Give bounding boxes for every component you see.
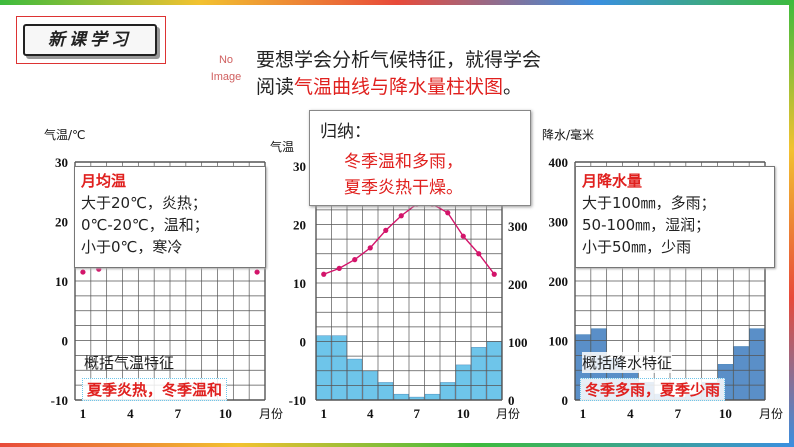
y-tick-label: 200 bbox=[549, 274, 569, 289]
temp-summary-label: 概括气温特征 bbox=[84, 354, 175, 372]
x-tick-label: 4 bbox=[627, 406, 634, 421]
y-tick-label: 300 bbox=[549, 215, 569, 230]
intro-text: 要想学会分析气候特征，就得学会 阅读气温曲线与降水量柱状图。 bbox=[256, 47, 541, 101]
precip-bar bbox=[749, 328, 765, 401]
y2-tick-label: 100 bbox=[508, 335, 528, 350]
temp-point bbox=[383, 227, 389, 233]
no-image-line1: No bbox=[218, 54, 234, 66]
summary-line2: 夏季炎热干燥。 bbox=[344, 178, 463, 198]
temp-criteria-line1: 大于20℃，炎热； bbox=[81, 194, 207, 212]
temp-point bbox=[321, 271, 327, 277]
y2-tick-label: 0 bbox=[508, 393, 515, 408]
temp-point bbox=[254, 269, 260, 275]
temp-criteria-line2: 0℃-20℃，温和； bbox=[81, 216, 209, 234]
precip-bar bbox=[347, 358, 363, 401]
y-axis-label: 气温/℃ bbox=[44, 127, 86, 142]
top-stripe bbox=[0, 0, 794, 5]
prec-summary-value: 冬季多雨，夏季少雨 bbox=[580, 378, 726, 401]
y-tick-label: 30 bbox=[293, 159, 306, 174]
y-tick-label: 10 bbox=[55, 274, 68, 289]
x-tick-label: 7 bbox=[414, 406, 421, 421]
x-tick-label: 10 bbox=[219, 406, 232, 421]
precip-bar bbox=[316, 335, 332, 401]
temp-point bbox=[460, 233, 466, 239]
lesson-badge: 新课学习 bbox=[16, 16, 166, 64]
temp-criteria-line3: 小于0℃，寒冷 bbox=[81, 238, 183, 256]
summary-line1: 冬季温和多雨， bbox=[344, 152, 463, 172]
temp-point bbox=[352, 257, 358, 263]
temp-point bbox=[80, 269, 86, 275]
bottom-stripe bbox=[0, 443, 794, 447]
precip-bar bbox=[393, 393, 409, 401]
y-tick-label: 10 bbox=[293, 276, 306, 291]
y2-tick-label: 200 bbox=[508, 277, 528, 292]
x-tick-label: 1 bbox=[321, 406, 328, 421]
prec-summary-label: 概括降水特征 bbox=[582, 352, 673, 373]
y-axis-label: 降水/毫米 bbox=[542, 127, 594, 142]
temp-summary-value: 夏季炎热，冬季温和 bbox=[82, 378, 228, 401]
y-tick-label: 100 bbox=[549, 334, 569, 349]
no-image-placeholder: No Image bbox=[205, 52, 247, 86]
temp-point bbox=[445, 210, 451, 216]
temp-point bbox=[491, 271, 497, 277]
y-tick-label: -10 bbox=[289, 393, 306, 408]
precip-bar bbox=[331, 335, 347, 401]
intro-line2-prefix: 阅读 bbox=[256, 76, 295, 98]
temp-point bbox=[476, 251, 482, 257]
x-tick-label: 7 bbox=[675, 406, 682, 421]
lesson-badge-label: 新课学习 bbox=[23, 24, 157, 56]
right-stripe bbox=[789, 0, 794, 447]
temp-criteria-head: 月均温 bbox=[81, 172, 127, 190]
intro-line2-highlight: 气温曲线与降水量柱状图 bbox=[294, 76, 504, 98]
summary-box: 归纳： 冬季温和多雨， 夏季炎热干燥。 bbox=[309, 110, 531, 206]
precip-bar bbox=[455, 364, 471, 401]
x-tick-label: 1 bbox=[80, 406, 87, 421]
y-tick-label: -10 bbox=[51, 393, 68, 408]
x-tick-label: 4 bbox=[367, 406, 374, 421]
temp-point bbox=[398, 213, 404, 219]
x-axis-unit: 月份 bbox=[759, 407, 783, 421]
intro-line2: 阅读气温曲线与降水量柱状图。 bbox=[256, 74, 541, 101]
temp-point bbox=[367, 245, 373, 251]
x-axis-unit: 月份 bbox=[496, 407, 520, 421]
x-tick-label: 10 bbox=[457, 406, 470, 421]
summary-title: 归纳： bbox=[320, 122, 371, 142]
y-tick-label: 0 bbox=[62, 334, 69, 349]
x-tick-label: 7 bbox=[175, 406, 182, 421]
temp-point bbox=[336, 265, 342, 271]
y-tick-label: 30 bbox=[55, 155, 68, 170]
precip-bar bbox=[424, 393, 440, 401]
prec-criteria-box: 月降水量 大于100㎜，多雨； 50-100㎜，湿润； 小于50㎜，少雨 bbox=[575, 166, 775, 268]
prec-criteria-head: 月降水量 bbox=[582, 172, 643, 190]
precip-bar bbox=[471, 347, 487, 401]
y-axis-label: 气温 bbox=[270, 139, 294, 154]
intro-line2-suffix: 。 bbox=[503, 76, 523, 98]
no-image-line2: Image bbox=[210, 71, 242, 83]
intro-line1: 要想学会分析气候特征，就得学会 bbox=[256, 49, 542, 71]
x-axis-unit: 月份 bbox=[259, 407, 283, 421]
prec-criteria-line3: 小于50㎜，少雨 bbox=[582, 238, 692, 256]
temp-line bbox=[323, 203, 495, 275]
y-tick-label: 20 bbox=[293, 218, 306, 233]
y-tick-label: 20 bbox=[55, 215, 68, 230]
y-tick-label: 0 bbox=[300, 335, 307, 350]
prec-criteria-line1: 大于100㎜，多雨； bbox=[582, 194, 716, 212]
x-tick-label: 4 bbox=[127, 406, 134, 421]
y2-tick-label: 300 bbox=[508, 219, 528, 234]
prec-criteria-line2: 50-100㎜，湿润； bbox=[582, 216, 711, 234]
precip-bar bbox=[733, 346, 749, 401]
y-tick-label: 400 bbox=[549, 155, 569, 170]
temp-criteria-box: 月均温 大于20℃，炎热； 0℃-20℃，温和； 小于0℃，寒冷 bbox=[74, 166, 266, 268]
x-tick-label: 1 bbox=[580, 406, 587, 421]
y-tick-label: 0 bbox=[562, 393, 569, 408]
x-tick-label: 10 bbox=[719, 406, 732, 421]
